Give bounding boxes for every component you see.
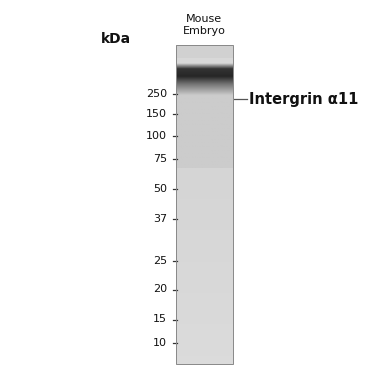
Text: 25: 25 [153,256,167,266]
Text: kDa: kDa [101,32,131,46]
Text: Mouse
Embryo: Mouse Embryo [183,14,226,36]
Text: 150: 150 [146,110,167,119]
Text: 15: 15 [153,315,167,324]
Text: 50: 50 [153,184,167,194]
Text: 100: 100 [146,131,167,141]
Text: 10: 10 [153,338,167,348]
Text: Intergrin α11: Intergrin α11 [249,92,359,107]
Text: 20: 20 [153,285,167,294]
Text: 37: 37 [153,214,167,224]
Text: 75: 75 [153,154,167,164]
Bar [176,45,232,364]
Text: 250: 250 [146,89,167,99]
